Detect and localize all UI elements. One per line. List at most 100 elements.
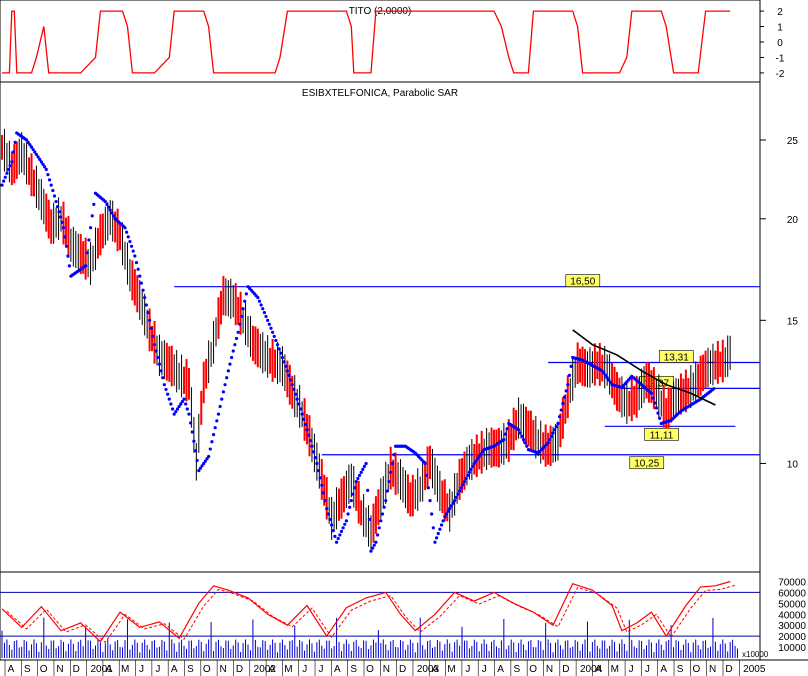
x-tick-label: A: [660, 664, 667, 675]
level-label-box: [629, 456, 665, 470]
sar-dot: [297, 402, 301, 406]
x-tick-label: S: [24, 664, 31, 675]
sar-dot: [277, 347, 281, 351]
sar-dot: [341, 526, 345, 530]
sar-dot: [107, 205, 111, 209]
sar-dot: [290, 383, 294, 387]
sar-dot: [431, 526, 435, 530]
x-tick-label: D: [725, 664, 732, 675]
sar-dot: [651, 396, 655, 400]
sar-dot: [216, 412, 221, 416]
sar-dot: [389, 470, 393, 474]
sar-dot: [257, 299, 262, 303]
sar-dot: [43, 165, 47, 169]
sar-dot: [449, 504, 453, 508]
sar-dot: [325, 506, 329, 511]
sar-dot: [551, 431, 555, 435]
sar-dot: [313, 456, 317, 460]
sar-dot: [351, 492, 355, 496]
x-tick-label: N: [546, 664, 553, 675]
sar-dot: [3, 175, 7, 179]
sar-dot: [353, 486, 357, 490]
sar-dot: [51, 188, 55, 193]
x-tick-label: O: [366, 664, 374, 675]
sar-dot: [264, 314, 268, 319]
price-y-axis: 25 20 15 10: [760, 136, 798, 470]
tito-tick-label: 1: [777, 23, 783, 34]
sar-dot: [0, 183, 4, 187]
sar-dot: [477, 454, 481, 459]
sar-dot: [180, 399, 184, 404]
x-tick-label: M: [611, 664, 619, 675]
level-label: 11,11: [650, 430, 674, 441]
sar-dot: [243, 299, 247, 303]
sar-dot: [466, 473, 470, 478]
x-tick-label: 2004: [580, 664, 603, 675]
sar-dot: [315, 461, 319, 466]
x-tick-label: J: [139, 664, 144, 675]
price-tick-label: 20: [787, 215, 799, 226]
oscillator-signal-line: [6, 584, 736, 644]
sar-dot: [11, 150, 16, 154]
sar-dot: [192, 439, 196, 443]
sar-dot: [457, 489, 462, 493]
level-label-box: [565, 274, 601, 287]
tito-series: [2, 10, 731, 74]
sar-dot: [712, 387, 716, 391]
sar-dot: [60, 220, 64, 224]
sar-dot: [2, 179, 6, 183]
sar-dot: [320, 483, 324, 487]
sar-dot: [354, 479, 358, 484]
sar-dot: [41, 162, 45, 166]
sar-dot: [234, 336, 239, 341]
sar-dot: [344, 519, 348, 523]
sar-dot: [285, 369, 289, 373]
sar-dot: [476, 457, 480, 461]
sar-dot: [372, 543, 376, 547]
sar-dot: [307, 433, 311, 437]
sar-dot: [125, 230, 129, 234]
sar-dot: [170, 407, 175, 411]
level-label: 13,31: [664, 353, 689, 364]
sar-dot: [149, 326, 153, 330]
sar-dot: [474, 459, 478, 463]
sar-dot: [139, 281, 143, 285]
sar-dot: [202, 461, 206, 466]
sar-dot: [602, 371, 606, 375]
sar-dot: [392, 453, 396, 457]
sar-dot: [553, 428, 557, 432]
sar-dot: [154, 349, 158, 353]
sar-dot: [359, 470, 363, 474]
sar-dot: [559, 408, 563, 412]
sar-dot: [525, 444, 529, 448]
volume-tick-label: 70000: [778, 577, 806, 588]
sar-dot: [374, 540, 378, 544]
sar-dot: [339, 529, 344, 533]
sar-dot: [233, 343, 237, 347]
sar-dot: [221, 390, 225, 394]
sar-dot: [92, 202, 96, 206]
sar-dot: [208, 447, 212, 451]
sar-dot: [52, 194, 57, 198]
sar-dot: [57, 210, 61, 214]
sar-dot: [323, 499, 327, 503]
sar-dot: [110, 211, 114, 215]
sar-dot: [282, 360, 286, 364]
sar-dot: [166, 392, 170, 396]
sar-dot: [220, 397, 224, 401]
x-tick-label: D: [236, 664, 243, 675]
sar-dot: [443, 515, 447, 519]
sar-dot: [502, 437, 506, 442]
level-label: 16,50: [570, 277, 595, 288]
sar-dot: [367, 517, 371, 522]
sar-dot: [13, 140, 17, 144]
x-tick-label: J: [155, 664, 160, 675]
sar-dot: [548, 437, 552, 442]
sar-dot: [198, 466, 203, 470]
sar-dot: [105, 202, 109, 206]
sar-dot: [84, 264, 88, 268]
sar-dot: [330, 523, 334, 527]
x-tick-label: S: [677, 664, 684, 675]
x-tick-label: 2005: [743, 664, 766, 675]
sar-dot: [328, 517, 332, 522]
